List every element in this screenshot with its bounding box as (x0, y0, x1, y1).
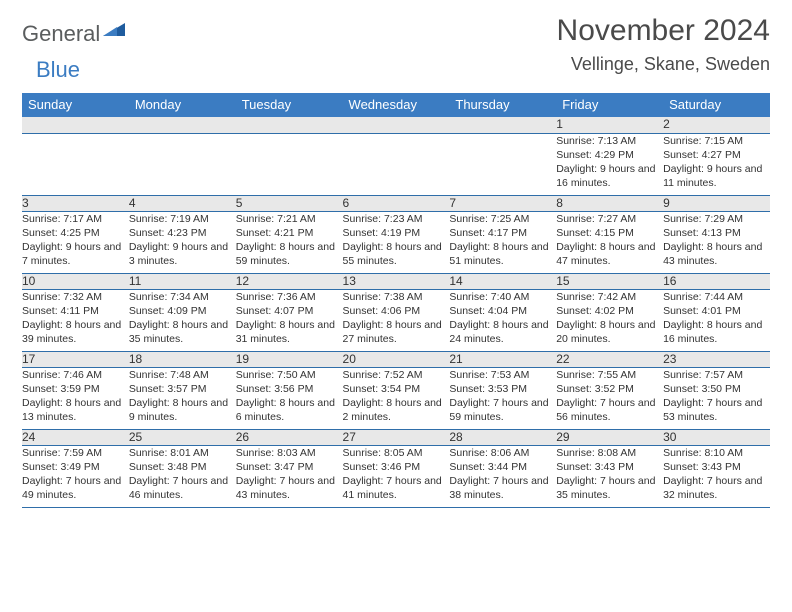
day-detail: Sunrise: 8:08 AMSunset: 3:43 PMDaylight:… (556, 445, 663, 507)
day-detail (449, 133, 556, 195)
day-detail: Sunrise: 7:34 AMSunset: 4:09 PMDaylight:… (129, 289, 236, 351)
day-detail: Sunrise: 7:21 AMSunset: 4:21 PMDaylight:… (236, 211, 343, 273)
day-detail: Sunrise: 7:36 AMSunset: 4:07 PMDaylight:… (236, 289, 343, 351)
calendar-page: General November 2024 Vellinge, Skane, S… (0, 0, 792, 508)
day-detail-row: Sunrise: 7:59 AMSunset: 3:49 PMDaylight:… (22, 445, 770, 507)
day-number: 23 (663, 351, 770, 367)
location: Vellinge, Skane, Sweden (557, 54, 770, 75)
day-number: 17 (22, 351, 129, 367)
day-detail-row: Sunrise: 7:32 AMSunset: 4:11 PMDaylight:… (22, 289, 770, 351)
day-number: 4 (129, 195, 236, 211)
day-number (343, 117, 450, 133)
day-detail: Sunrise: 7:15 AMSunset: 4:27 PMDaylight:… (663, 133, 770, 195)
day-number-row: 17181920212223 (22, 351, 770, 367)
day-detail: Sunrise: 7:44 AMSunset: 4:01 PMDaylight:… (663, 289, 770, 351)
day-detail: Sunrise: 7:59 AMSunset: 3:49 PMDaylight:… (22, 445, 129, 507)
day-number: 1 (556, 117, 663, 133)
day-detail (343, 133, 450, 195)
day-detail: Sunrise: 7:13 AMSunset: 4:29 PMDaylight:… (556, 133, 663, 195)
day-number: 12 (236, 273, 343, 289)
weekday-header: Saturday (663, 93, 770, 117)
day-detail: Sunrise: 7:53 AMSunset: 3:53 PMDaylight:… (449, 367, 556, 429)
day-number: 8 (556, 195, 663, 211)
day-number: 21 (449, 351, 556, 367)
day-number: 7 (449, 195, 556, 211)
day-detail: Sunrise: 7:57 AMSunset: 3:50 PMDaylight:… (663, 367, 770, 429)
day-number: 29 (556, 429, 663, 445)
day-detail-row: Sunrise: 7:17 AMSunset: 4:25 PMDaylight:… (22, 211, 770, 273)
weekday-header: Monday (129, 93, 236, 117)
day-detail: Sunrise: 7:46 AMSunset: 3:59 PMDaylight:… (22, 367, 129, 429)
day-number-row: 10111213141516 (22, 273, 770, 289)
day-number: 28 (449, 429, 556, 445)
day-detail: Sunrise: 7:48 AMSunset: 3:57 PMDaylight:… (129, 367, 236, 429)
day-detail: Sunrise: 8:01 AMSunset: 3:48 PMDaylight:… (129, 445, 236, 507)
day-detail: Sunrise: 7:25 AMSunset: 4:17 PMDaylight:… (449, 211, 556, 273)
day-detail-row: Sunrise: 7:46 AMSunset: 3:59 PMDaylight:… (22, 367, 770, 429)
day-detail: Sunrise: 7:40 AMSunset: 4:04 PMDaylight:… (449, 289, 556, 351)
day-number: 14 (449, 273, 556, 289)
weekday-header: Sunday (22, 93, 129, 117)
day-number (236, 117, 343, 133)
day-number: 9 (663, 195, 770, 211)
day-number-row: 3456789 (22, 195, 770, 211)
day-number: 16 (663, 273, 770, 289)
day-number (22, 117, 129, 133)
day-detail (22, 133, 129, 195)
day-number: 3 (22, 195, 129, 211)
day-detail-row: Sunrise: 7:13 AMSunset: 4:29 PMDaylight:… (22, 133, 770, 195)
day-number: 5 (236, 195, 343, 211)
day-detail: Sunrise: 8:03 AMSunset: 3:47 PMDaylight:… (236, 445, 343, 507)
day-detail: Sunrise: 8:10 AMSunset: 3:43 PMDaylight:… (663, 445, 770, 507)
day-detail: Sunrise: 7:32 AMSunset: 4:11 PMDaylight:… (22, 289, 129, 351)
day-number: 18 (129, 351, 236, 367)
logo-text-1: General (22, 21, 100, 47)
day-number: 10 (22, 273, 129, 289)
logo-triangle-icon (103, 20, 125, 41)
calendar-table: Sunday Monday Tuesday Wednesday Thursday… (22, 93, 770, 508)
logo-text-2: Blue (36, 57, 80, 83)
day-detail: Sunrise: 7:55 AMSunset: 3:52 PMDaylight:… (556, 367, 663, 429)
day-detail: Sunrise: 7:50 AMSunset: 3:56 PMDaylight:… (236, 367, 343, 429)
logo: General (22, 14, 127, 47)
day-number: 13 (343, 273, 450, 289)
day-detail: Sunrise: 7:52 AMSunset: 3:54 PMDaylight:… (343, 367, 450, 429)
day-detail: Sunrise: 7:23 AMSunset: 4:19 PMDaylight:… (343, 211, 450, 273)
weekday-header: Friday (556, 93, 663, 117)
day-detail: Sunrise: 8:05 AMSunset: 3:46 PMDaylight:… (343, 445, 450, 507)
weekday-header: Tuesday (236, 93, 343, 117)
day-detail (129, 133, 236, 195)
day-detail: Sunrise: 7:19 AMSunset: 4:23 PMDaylight:… (129, 211, 236, 273)
weekday-header: Wednesday (343, 93, 450, 117)
day-detail: Sunrise: 7:42 AMSunset: 4:02 PMDaylight:… (556, 289, 663, 351)
day-detail: Sunrise: 7:27 AMSunset: 4:15 PMDaylight:… (556, 211, 663, 273)
day-number: 2 (663, 117, 770, 133)
day-number: 26 (236, 429, 343, 445)
day-number: 15 (556, 273, 663, 289)
day-number: 24 (22, 429, 129, 445)
day-number (129, 117, 236, 133)
day-detail (236, 133, 343, 195)
day-number: 6 (343, 195, 450, 211)
day-detail: Sunrise: 7:29 AMSunset: 4:13 PMDaylight:… (663, 211, 770, 273)
month-title: November 2024 (557, 14, 770, 48)
weekday-header: Thursday (449, 93, 556, 117)
day-number: 30 (663, 429, 770, 445)
day-detail: Sunrise: 7:17 AMSunset: 4:25 PMDaylight:… (22, 211, 129, 273)
day-number: 20 (343, 351, 450, 367)
day-number-row: 12 (22, 117, 770, 133)
day-detail: Sunrise: 7:38 AMSunset: 4:06 PMDaylight:… (343, 289, 450, 351)
day-number: 19 (236, 351, 343, 367)
day-number (449, 117, 556, 133)
weekday-header-row: Sunday Monday Tuesday Wednesday Thursday… (22, 93, 770, 117)
day-detail: Sunrise: 8:06 AMSunset: 3:44 PMDaylight:… (449, 445, 556, 507)
title-block: November 2024 Vellinge, Skane, Sweden (557, 14, 770, 75)
day-number: 11 (129, 273, 236, 289)
day-number: 27 (343, 429, 450, 445)
day-number: 22 (556, 351, 663, 367)
day-number-row: 24252627282930 (22, 429, 770, 445)
day-number: 25 (129, 429, 236, 445)
